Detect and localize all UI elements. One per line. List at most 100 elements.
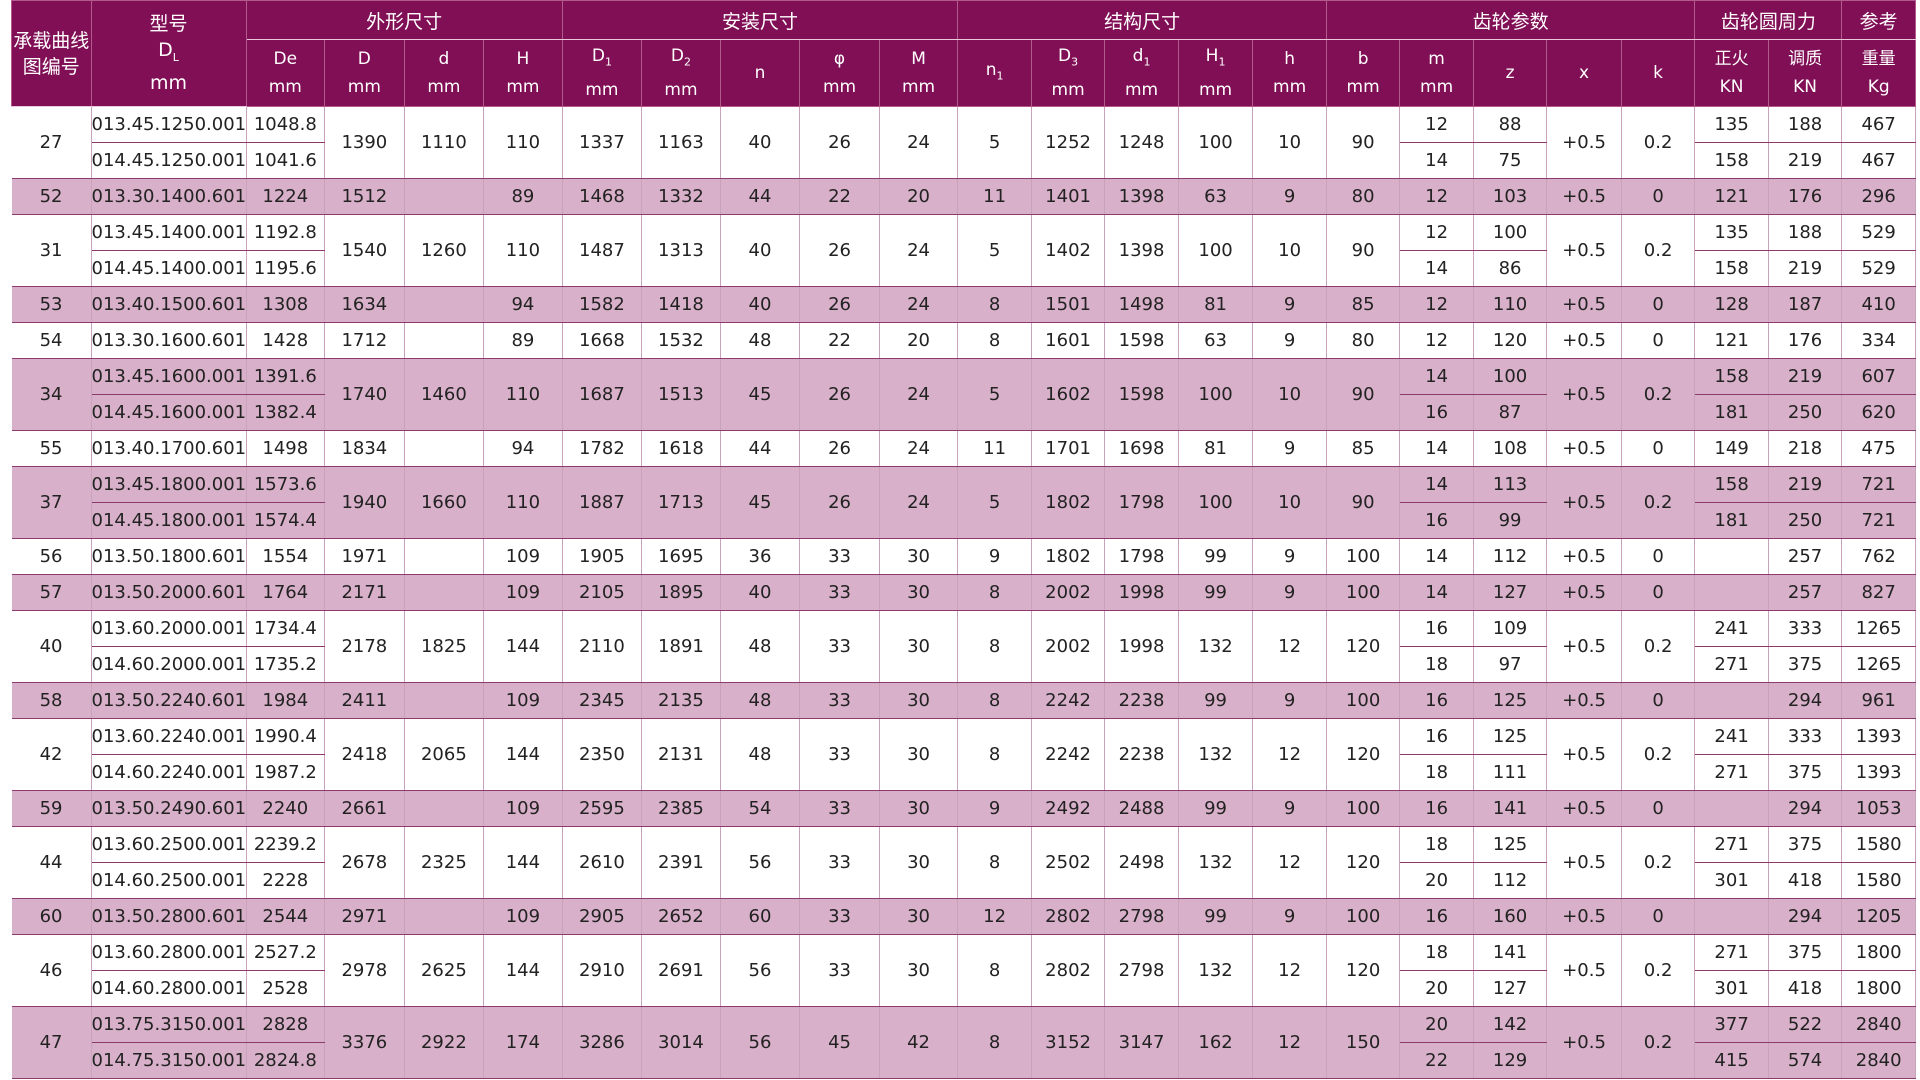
cell-k: 0 [1620, 286, 1696, 323]
cell-n1: 11 [957, 430, 1032, 467]
cell-force-quenched: 294 [1767, 898, 1843, 935]
cell-m: 16 [1399, 394, 1474, 431]
cell-d1: 2798 [1104, 934, 1179, 1007]
cell-n1: 8 [957, 826, 1032, 899]
cell-D2: 3014 [641, 1006, 721, 1079]
cell-m: 18 [1399, 754, 1474, 791]
cell-x: +0.5 [1546, 466, 1622, 539]
table-row: 56 013.50.1800.601 1554 1971 109 1905 1695 36 33… [11, 538, 1916, 575]
cell-De: 1391.6 [245, 358, 326, 395]
cell-D: 2661 [324, 790, 405, 827]
cell-n: 36 [719, 538, 801, 575]
cell-n1: 11 [957, 178, 1032, 215]
cell-weight: 721 [1841, 502, 1916, 539]
cell-De: 1984 [245, 682, 326, 719]
cell-force-quenched: 219 [1767, 250, 1843, 287]
cell-phi: 33 [799, 934, 880, 1007]
cell-m: 12 [1399, 214, 1474, 251]
header-col-label-sub: 1 [604, 55, 612, 69]
header-col-outer-2: d mm [403, 39, 485, 107]
cell-D2: 1891 [641, 610, 721, 683]
header-col-label: n1 [985, 59, 1004, 83]
cell-model: 014.75.3150.001 [90, 1042, 247, 1079]
cell-n: 45 [719, 466, 801, 539]
header-col-label: z [1505, 63, 1515, 83]
header-col-gear-2: z [1472, 39, 1548, 107]
cell-b: 120 [1325, 610, 1401, 683]
cell-H: 89 [483, 178, 563, 215]
cell-D1: 1905 [561, 538, 643, 575]
header-col-unit: mm [664, 80, 698, 101]
cell-D2: 2385 [641, 790, 721, 827]
cell-k: 0.2 [1620, 1006, 1696, 1079]
cell-force-quenched: 188 [1767, 214, 1843, 251]
cell-curve-number: 56 [11, 538, 92, 575]
cell-x: +0.5 [1546, 430, 1622, 467]
header-col-label: m [1428, 49, 1445, 69]
cell-M: 30 [878, 898, 959, 935]
cell-M: 30 [878, 718, 959, 791]
header-col-unit: mm [506, 77, 540, 97]
cell-k: 0.2 [1620, 214, 1696, 287]
cell-weight: 1393 [1841, 718, 1916, 755]
cell-D3: 2802 [1030, 934, 1106, 1007]
cell-d: 1660 [403, 466, 485, 539]
cell-D: 1834 [324, 430, 405, 467]
cell-curve-number: 40 [11, 610, 92, 683]
cell-d [403, 682, 485, 719]
cell-model: 013.30.1600.601 [90, 322, 247, 359]
cell-d: 1260 [403, 214, 485, 287]
header-col-label: D [357, 49, 371, 69]
cell-z: 113 [1472, 466, 1548, 503]
header-curve-number: 承载曲线 图编号 [11, 0, 92, 107]
cell-x: +0.5 [1546, 1006, 1622, 1079]
cell-z: 120 [1472, 322, 1548, 359]
cell-De: 1554 [245, 538, 326, 575]
header-col-label-sub: 1 [996, 69, 1004, 83]
cell-curve-number: 60 [11, 898, 92, 935]
cell-D2: 1313 [641, 214, 721, 287]
cell-De: 2240 [245, 790, 326, 827]
cell-z: 87 [1472, 394, 1548, 431]
cell-model: 013.30.1400.601 [90, 178, 247, 215]
cell-curve-number: 44 [11, 826, 92, 899]
cell-D: 2971 [324, 898, 405, 935]
header-col-struct-2: d1 mm [1104, 39, 1179, 107]
cell-m: 16 [1399, 682, 1474, 719]
cell-b: 80 [1325, 322, 1401, 359]
cell-b: 100 [1325, 538, 1401, 575]
header-col-label: n [754, 63, 766, 83]
cell-weight: 1053 [1841, 790, 1916, 827]
table-row: 014.60.2240.001 1987.2 18 111 271 375 1393 [12, 754, 1916, 791]
header-col-gear-0: b mm [1325, 39, 1401, 107]
header-col-label: d1 [1132, 45, 1151, 69]
header-group-gear: 齿轮参数 [1325, 0, 1696, 40]
cell-k: 0 [1620, 898, 1696, 935]
cell-force-quenched: 418 [1767, 970, 1843, 1007]
cell-force-normalized: 158 [1694, 466, 1769, 503]
cell-h: 10 [1252, 106, 1327, 179]
cell-force-normalized: 121 [1694, 322, 1769, 359]
cell-model: 013.75.3150.001 [90, 1006, 247, 1043]
cell-x: +0.5 [1546, 574, 1622, 611]
header-col-unit: mm [1051, 80, 1085, 101]
cell-k: 0.2 [1620, 826, 1696, 899]
cell-d: 1110 [403, 106, 485, 179]
cell-H1: 132 [1177, 610, 1254, 683]
cell-H: 109 [483, 790, 563, 827]
header-group-install: 安装尺寸 [561, 0, 959, 40]
cell-H1: 63 [1177, 322, 1254, 359]
header-col-label-sub: 1 [1143, 55, 1151, 69]
cell-force-normalized: 271 [1694, 826, 1769, 863]
cell-x: +0.5 [1546, 610, 1622, 683]
cell-H: 110 [483, 358, 563, 431]
cell-D1: 2595 [561, 790, 643, 827]
cell-De: 1734.4 [245, 610, 326, 647]
cell-n: 44 [719, 178, 801, 215]
cell-De: 1041.6 [245, 142, 326, 179]
cell-phi: 26 [799, 430, 880, 467]
cell-d1: 3147 [1104, 1006, 1179, 1079]
cell-D3: 1401 [1030, 178, 1106, 215]
cell-weight: 410 [1841, 286, 1916, 323]
cell-D: 1390 [324, 106, 405, 179]
